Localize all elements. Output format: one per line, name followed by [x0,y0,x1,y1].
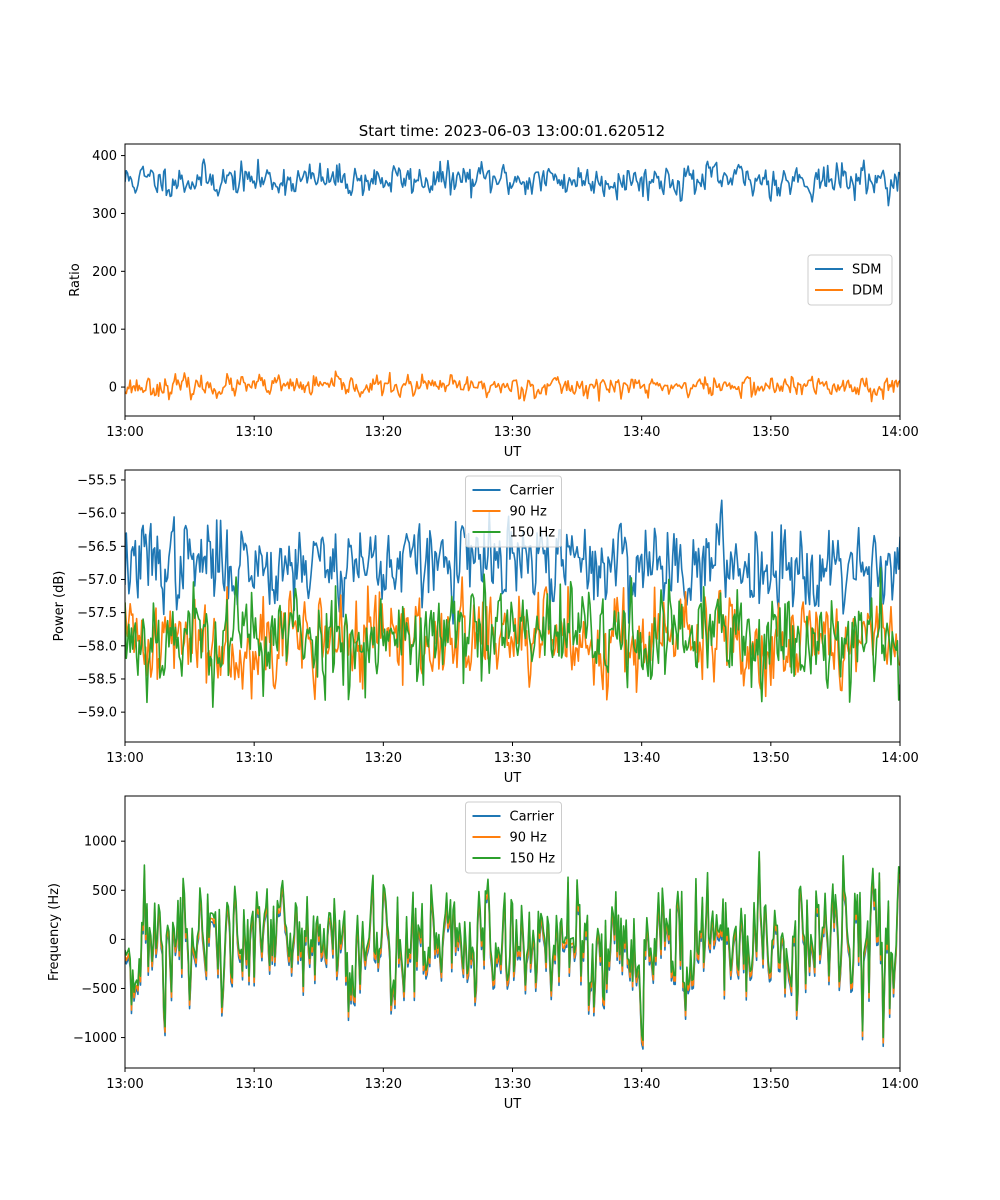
y-tick-label: −1000 [73,1031,117,1046]
series-line-90-hz [125,576,900,701]
x-tick-label: 13:40 [623,751,660,766]
legend-label: 150 Hz [510,852,556,867]
legend: Carrier 90 Hz 150 Hz [465,475,562,548]
legend-label: 90 Hz [510,505,547,520]
x-tick-label: 13:50 [752,751,789,766]
legend: SDM DDM [807,254,893,306]
y-tick-label: 1000 [84,835,117,850]
legend-box [465,475,562,548]
y-tick-label: 0 [109,933,117,948]
y-tick-label: 200 [92,265,117,280]
x-axis-label: UT [504,445,522,460]
y-tick-label: −56.0 [77,507,117,522]
x-tick-label: 14:00 [881,751,918,766]
x-tick-label: 13:00 [106,1077,143,1092]
series-group [125,850,900,1050]
x-tick-label: 14:00 [881,1077,918,1092]
series-line-150-hz [125,850,900,1041]
panel-1: 13:00 13:10 13:20 13:30 13:40 13:50 14:00 0 100 2… [68,143,919,460]
y-tick-label: −58.0 [77,639,117,654]
x-tick-label: 13:10 [235,425,272,440]
y-axis-label: Power (dB) [52,571,67,642]
y-tick-label: −56.5 [77,540,117,555]
y-tick-label: −57.5 [77,606,117,621]
legend-label: Carrier [510,484,555,499]
panel-2: 13:00 13:10 13:20 13:30 13:40 13:50 14:00 −59.0… [52,469,919,786]
x-tick-label: 14:00 [881,425,918,440]
legend-box [465,801,562,874]
legend-label: 90 Hz [510,831,547,846]
legend: Carrier 90 Hz 150 Hz [465,801,562,874]
panels: 13:00 13:10 13:20 13:30 13:40 13:50 14:00 0 100 2… [47,143,919,1112]
y-tick-label: 300 [92,207,117,222]
x-tick-label: 13:00 [106,425,143,440]
x-tick-label: 13:20 [365,425,402,440]
x-tick-label: 13:30 [494,425,531,440]
series-line-ddm [125,370,900,403]
x-axis-label: UT [504,771,522,786]
x-tick-label: 13:10 [235,751,272,766]
series-group [125,499,900,708]
x-tick-label: 13:40 [623,425,660,440]
y-tick-label: 500 [92,884,117,899]
y-tick-label: 0 [109,381,117,396]
series-line-150-hz [125,567,900,708]
y-tick-label: −500 [81,982,117,997]
figure-title: Start time: 2023-06-03 13:00:01.620512 [359,122,665,140]
x-tick-label: 13:30 [494,1077,531,1092]
x-tick-label: 13:50 [752,1077,789,1092]
legend-label: DDM [852,284,883,299]
x-tick-label: 13:20 [365,1077,402,1092]
y-axis-label: Ratio [68,263,83,296]
series-line-sdm [125,158,900,207]
x-axis-label: UT [504,1097,522,1112]
panel-3: 13:00 13:10 13:20 13:30 13:40 13:50 14:00 −1000… [47,795,919,1112]
y-tick-label: −59.0 [77,706,117,721]
x-tick-label: 13:00 [106,751,143,766]
y-tick-label: 400 [92,149,117,164]
legend-label: 150 Hz [510,526,556,541]
legend-label: SDM [852,263,881,278]
y-axis-label: Frequency (Hz) [47,883,62,981]
y-tick-label: −55.5 [77,473,117,488]
y-tick-label: 100 [92,323,117,338]
x-tick-label: 13:10 [235,1077,272,1092]
x-tick-label: 13:20 [365,751,402,766]
y-tick-label: −58.5 [77,672,117,687]
series-line-carrier [125,499,900,625]
x-tick-label: 13:30 [494,751,531,766]
x-tick-label: 13:50 [752,425,789,440]
x-tick-label: 13:40 [623,1077,660,1092]
legend-box [807,254,893,306]
legend-label: Carrier [510,810,555,825]
series-group [125,158,900,403]
y-tick-label: −57.0 [77,573,117,588]
